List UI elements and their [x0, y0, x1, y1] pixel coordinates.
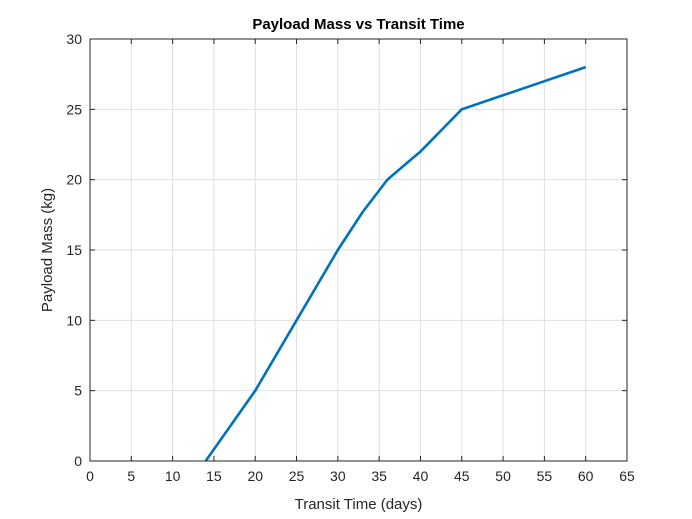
- y-tick-label: 5: [74, 383, 82, 399]
- x-tick-label: 20: [247, 468, 263, 484]
- y-tick-label: 10: [66, 312, 82, 328]
- x-tick-label: 50: [495, 468, 511, 484]
- series-line: [204, 65, 587, 462]
- x-tick-label: 35: [371, 468, 387, 484]
- x-tick-label: 45: [454, 468, 470, 484]
- x-tick-label: 10: [165, 468, 181, 484]
- chart-title: Payload Mass vs Transit Time: [252, 16, 464, 33]
- grid-layer: [89, 38, 628, 462]
- x-tick-label: 30: [330, 468, 346, 484]
- ticks-layer: 0 5 10 15 20 25 30 35 40 45 50 55 60 65 0 5 10 15 20 25 30: [66, 31, 635, 484]
- y-tick-label: 25: [66, 101, 82, 117]
- x-tick-label: 15: [206, 468, 222, 484]
- x-tick-label: 0: [86, 468, 94, 484]
- x-tick-label: 55: [537, 468, 553, 484]
- y-tick-label: 15: [66, 242, 82, 258]
- x-tick-label: 40: [413, 468, 429, 484]
- y-axis-label: Payload Mass (kg): [39, 188, 56, 312]
- x-tick-label: 60: [578, 468, 594, 484]
- y-tick-label: 0: [74, 453, 82, 469]
- x-tick-label: 5: [127, 468, 135, 484]
- series-layer: [204, 65, 587, 462]
- y-tick-label: 20: [66, 172, 82, 188]
- y-tick-label: 30: [66, 31, 82, 47]
- x-tick-label: 65: [619, 468, 635, 484]
- x-axis-label: Transit Time (days): [295, 496, 423, 513]
- x-tick-label: 25: [289, 468, 305, 484]
